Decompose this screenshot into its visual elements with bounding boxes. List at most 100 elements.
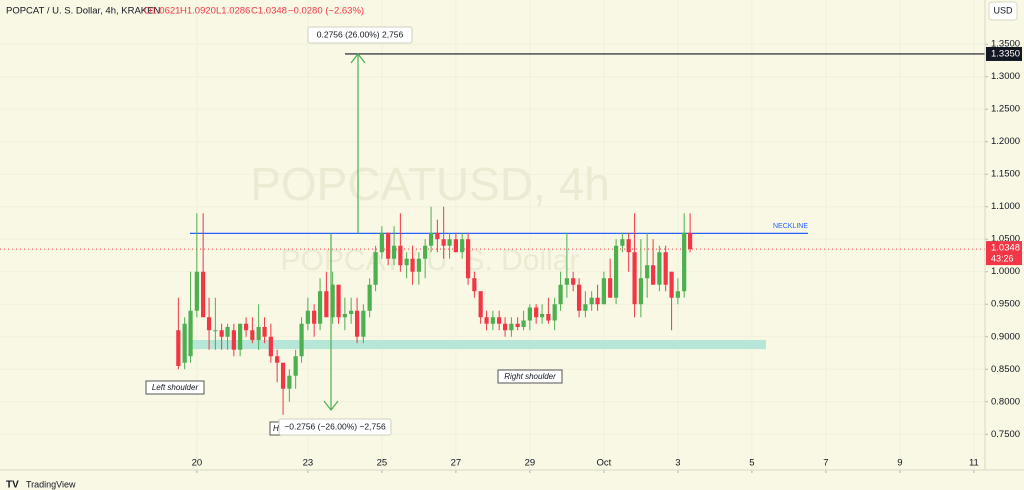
candle-body	[213, 330, 218, 332]
candle-body	[564, 278, 569, 285]
candle-body	[453, 239, 458, 253]
candle-body	[539, 313, 545, 318]
label-box	[497, 369, 563, 384]
x-tick-label: 5	[749, 458, 754, 469]
candle-body	[349, 310, 354, 314]
watermark: POPCATUSD, 4h	[250, 158, 610, 210]
x-tick-label: 27	[451, 458, 462, 469]
arrow-head	[323, 400, 339, 411]
candle-body	[287, 375, 292, 389]
y-tick-label: 0.7500	[991, 429, 1020, 440]
candle-body	[650, 265, 656, 285]
measure-down-label: −0.2756 (−26.00%) −2,756	[284, 421, 386, 431]
candle-body	[608, 278, 613, 298]
currency-button[interactable]	[988, 1, 1018, 21]
candle-body	[305, 310, 310, 324]
watermark-sub: POPCAT / U. S. Dollar	[281, 244, 580, 277]
x-tick-label: 23	[303, 458, 314, 469]
currency[interactable]: USD	[993, 5, 1013, 15]
brand: TradingView	[26, 479, 76, 489]
candle-body	[447, 239, 452, 246]
candle-body	[465, 239, 471, 279]
candle-body	[675, 291, 680, 298]
candle-body	[626, 239, 631, 253]
x-tick-label: 29	[525, 458, 536, 469]
y-tick-label: 1.2000	[991, 136, 1020, 147]
candle-body	[645, 265, 650, 279]
candle-body	[250, 330, 255, 340]
right-shoulder: Right shoulder	[504, 372, 556, 381]
x-tick-label: 11	[969, 458, 979, 469]
candle-body	[367, 284, 372, 311]
candle-body	[379, 232, 384, 253]
last-price-box	[986, 241, 1022, 266]
candle-body	[490, 317, 495, 324]
candle-body	[361, 310, 366, 337]
candle-body	[428, 232, 434, 246]
last-price-label: 1.0348	[991, 243, 1020, 254]
candle-body	[219, 330, 224, 337]
candle-body	[589, 297, 594, 305]
candle-body	[206, 317, 212, 331]
candle-body	[558, 284, 563, 305]
ohlc-open: O1.0621	[144, 6, 180, 17]
y-tick-label: 1.0500	[991, 234, 1020, 245]
candle-body	[182, 323, 187, 363]
candle-body	[657, 252, 662, 285]
countdown: 43:26	[991, 253, 1014, 263]
candle-body	[484, 317, 489, 324]
candle-body	[268, 336, 273, 357]
candle-body	[478, 291, 483, 318]
target-price-box	[986, 46, 1022, 61]
arrow-head	[350, 52, 366, 64]
ohlc-high: H1.0920	[180, 6, 216, 17]
candle-body	[527, 307, 532, 321]
candle-body	[632, 252, 637, 305]
y-tick-label: 0.9000	[991, 331, 1020, 342]
candle-body	[638, 278, 643, 305]
head: H	[273, 424, 279, 433]
ohlc-change: −0.0280 (−2.63%)	[288, 6, 364, 17]
candle-body	[391, 245, 397, 259]
candle-body	[669, 271, 674, 298]
label-box	[145, 380, 205, 395]
candle-body	[515, 323, 520, 327]
candle-body	[583, 304, 588, 311]
candle-body	[534, 307, 539, 318]
candle-body	[231, 330, 236, 350]
y-tick-label: 1.3500	[991, 39, 1020, 50]
candle-body	[601, 278, 606, 305]
candle-body	[521, 320, 526, 327]
candle-body	[472, 278, 477, 292]
left-shoulder: Left shoulder	[152, 383, 199, 392]
candle-body	[497, 317, 502, 324]
candle-body	[571, 278, 576, 285]
candle-body	[201, 271, 206, 318]
candle-body	[312, 310, 317, 324]
ohlc-low: L1.0286	[216, 6, 250, 17]
candle-body	[509, 323, 514, 331]
candle-body	[336, 284, 341, 318]
candle-body	[576, 284, 582, 311]
candle-body	[373, 252, 378, 285]
candle-body	[317, 291, 323, 324]
candle-body	[330, 284, 335, 318]
candle-body	[595, 297, 600, 305]
candle-body	[275, 356, 280, 363]
candle-body	[299, 323, 304, 357]
candle-body	[194, 271, 199, 311]
candle-body	[280, 362, 286, 389]
measure-up-label: 0.2756 (26.00%) 2,756	[317, 29, 404, 39]
candle-body	[682, 232, 687, 292]
candle-body	[423, 245, 428, 259]
measure-up-box	[307, 26, 413, 44]
symbol: POPCAT / U. S. Dollar, 4h, KRAKEN	[6, 6, 160, 17]
y-tick-label: 1.0000	[991, 266, 1020, 277]
candle-body	[398, 245, 403, 266]
y-tick-label: 0.9500	[991, 299, 1020, 310]
candle-body	[441, 239, 446, 246]
candle-body	[256, 326, 261, 340]
y-tick-label: 1.1500	[991, 169, 1020, 180]
candle-body	[293, 356, 298, 376]
